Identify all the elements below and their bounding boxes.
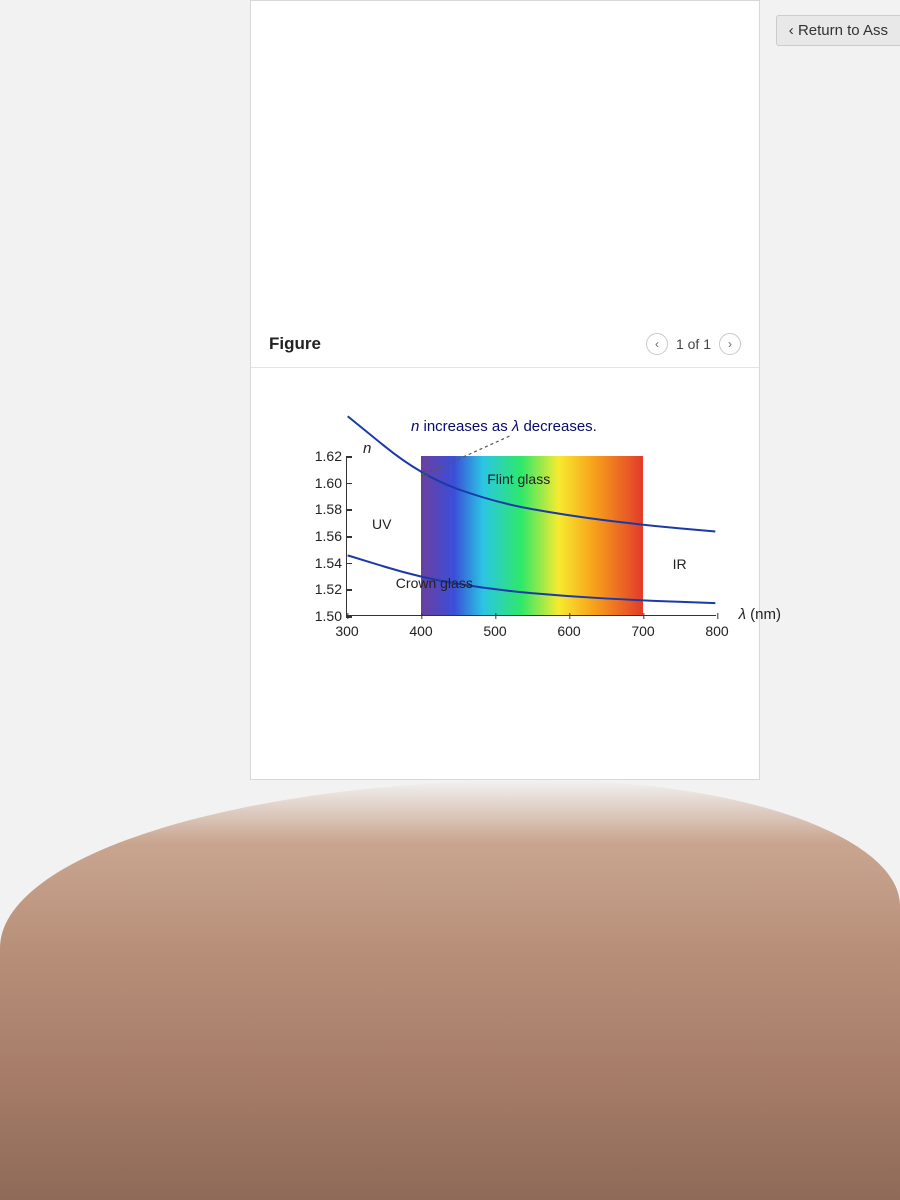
y-tick: 1.58 (297, 501, 342, 517)
dispersion-chart: n increases as λ decreases. n UV IR Flin… (281, 418, 729, 678)
y-tick: 1.62 (297, 448, 342, 464)
y-tick: 1.54 (297, 555, 342, 571)
return-link[interactable]: ‹ Return to Ass (776, 15, 900, 46)
x-axis-label: λ (nm) (739, 606, 781, 623)
foreground-hand (0, 780, 900, 1200)
y-tick: 1.50 (297, 608, 342, 624)
figure-pager: ‹ 1 of 1 › (646, 333, 741, 355)
uv-region-label: UV (372, 516, 391, 532)
y-axis-label: n (363, 440, 371, 457)
y-tick: 1.60 (297, 475, 342, 491)
x-tick: 600 (557, 623, 580, 639)
x-tick: 300 (335, 623, 358, 639)
flint-curve-label: Flint glass (487, 471, 550, 487)
x-tick: 500 (483, 623, 506, 639)
pager-next-button[interactable]: › (719, 333, 741, 355)
y-tick: 1.52 (297, 581, 342, 597)
plot-area: UV IR Flint glass Crown glass λ (nm) 1.6… (346, 456, 716, 616)
pager-prev-button[interactable]: ‹ (646, 333, 668, 355)
figure-panel: Figure ‹ 1 of 1 › n increases as λ decre… (250, 0, 760, 780)
chart-title: n increases as λ decreases. (411, 418, 597, 435)
trend-arrow (421, 436, 509, 476)
x-tick: 800 (705, 623, 728, 639)
pager-status-text: 1 of 1 (676, 336, 711, 352)
ir-region-label: IR (673, 556, 687, 572)
crown-curve-label: Crown glass (396, 575, 473, 591)
x-tick: 700 (631, 623, 654, 639)
x-tick: 400 (409, 623, 432, 639)
y-tick: 1.56 (297, 528, 342, 544)
return-link-text: Return to Ass (798, 22, 888, 39)
figure-header: Figure ‹ 1 of 1 › (251, 321, 759, 368)
figure-title: Figure (269, 334, 321, 354)
